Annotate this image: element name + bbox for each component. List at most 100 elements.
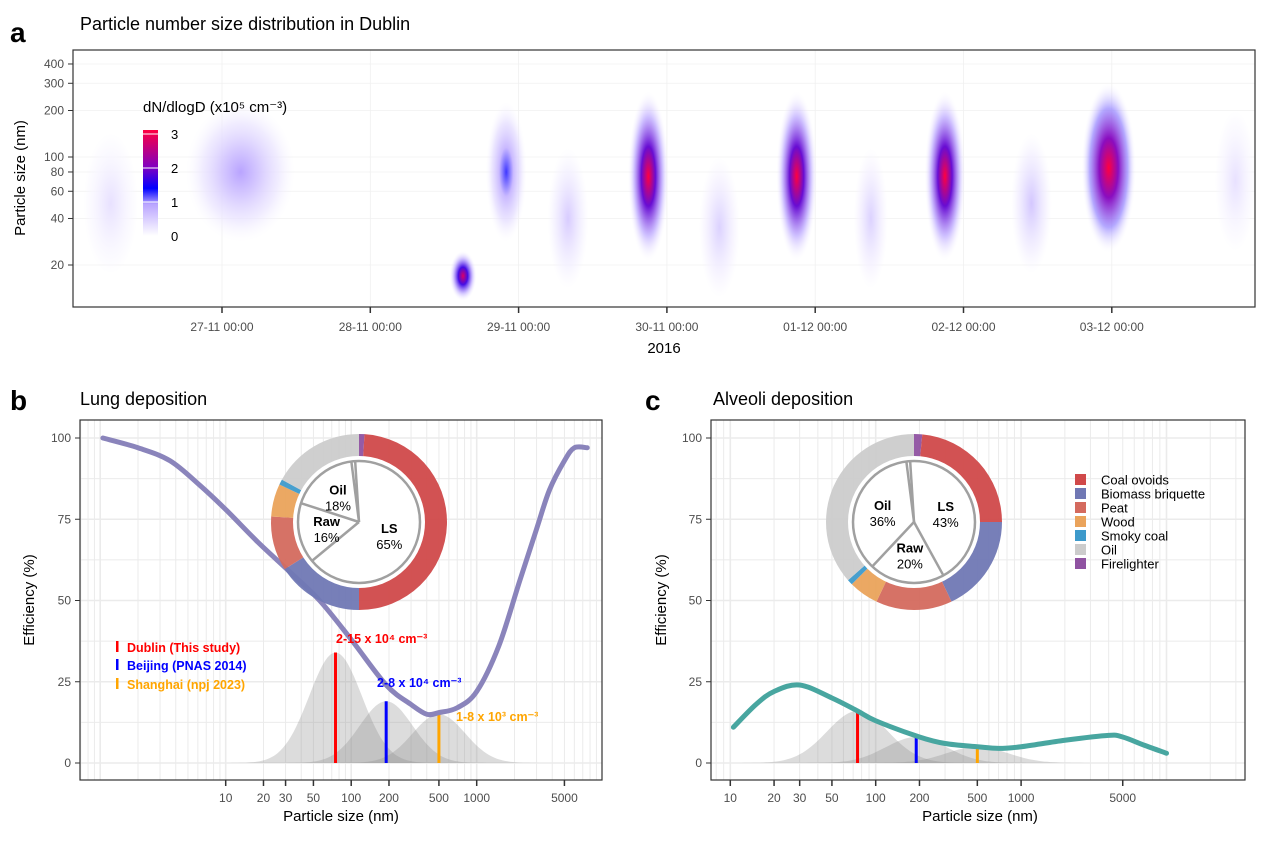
x-tick-label: 200 — [909, 791, 929, 805]
y-tick-label: 300 — [44, 76, 64, 90]
legend-beijing: Beijing (PNAS 2014) — [127, 659, 246, 673]
y-tick-label: 60 — [51, 184, 65, 198]
inner-pie-percent: 65% — [376, 537, 402, 552]
colorbar-tick-label: 1 — [171, 195, 178, 210]
y-tick-label: 40 — [51, 211, 65, 225]
legend-label: Biomass briquette — [1101, 487, 1205, 502]
colorbar-legend: dN/dlogD (x10⁵ cm⁻³) 0 1 2 3 — [143, 99, 287, 244]
heatmap-event — [924, 91, 966, 262]
panel-b-y-title: Efficiency (%) — [21, 554, 38, 645]
inner-pie-divider — [905, 461, 916, 523]
inner-pie-divider — [311, 521, 360, 562]
inner-pie-percent: 20% — [897, 557, 923, 572]
city-legend: Dublin (This study) Beijing (PNAS 2014) … — [116, 641, 246, 692]
legend-swatch-firelighter — [1075, 558, 1086, 569]
y-tick-label: 25 — [689, 675, 703, 689]
donut-slice-smoky-coal — [847, 564, 869, 585]
panel-c-axes: 0 25 50 75 100 10 20 30 50 100 200 500 1000 5000 — [682, 431, 1136, 805]
annotation-dublin: 2-15 x 10⁴ cm⁻³ — [336, 632, 427, 646]
y-tick-label: 50 — [58, 594, 72, 608]
donut-slice-firelighter — [914, 434, 923, 458]
x-tick-label: 30 — [279, 791, 293, 805]
legend-shanghai: Shanghai (npj 2023) — [127, 678, 245, 692]
legend-label: Coal ovoids — [1101, 473, 1169, 488]
x-tick-label: 50 — [307, 791, 321, 805]
donut-slice-coal-ovoids — [359, 434, 448, 610]
donut-slice-biomass-briquette — [284, 556, 359, 610]
inner-pie-label: Raw — [313, 514, 341, 529]
y-tick-label: 100 — [682, 431, 702, 445]
x-tick-label: 10 — [219, 791, 233, 805]
y-tick-label: 80 — [51, 165, 65, 179]
legend-label: Smoky coal — [1101, 529, 1168, 544]
panel-a-x-title: 2016 — [647, 340, 680, 357]
inner-pie-divider — [300, 501, 360, 524]
legend-swatch-peat — [1075, 502, 1086, 513]
y-tick-label: 100 — [44, 150, 64, 164]
x-tick-label: 1000 — [463, 791, 490, 805]
inner-pie-percent: 18% — [325, 499, 351, 514]
legend-swatch-smoky-coal — [1075, 530, 1086, 541]
inner-pie-divider — [912, 521, 945, 577]
donut-slice-peat — [876, 580, 952, 610]
x-tick-label: 27-11 00:00 — [190, 320, 253, 334]
x-tick-label: 5000 — [1109, 791, 1136, 805]
panel-b-title: Lung deposition — [80, 389, 207, 409]
legend-label: Peat — [1101, 501, 1128, 516]
colorbar-tick-label: 3 — [171, 127, 178, 142]
panel-a-title: Particle number size distribution in Dub… — [80, 14, 410, 34]
y-tick-label: 50 — [689, 594, 703, 608]
heatmap-event — [547, 148, 589, 289]
panel-c-x-title: Particle size (nm) — [922, 808, 1038, 825]
y-tick-label: 400 — [44, 57, 64, 71]
panel-b-plot — [100, 435, 590, 763]
beijing-marker — [116, 659, 119, 670]
heatmap-event — [1011, 133, 1052, 274]
panel-b-grid — [80, 420, 602, 780]
panel-c-title: Alveoli deposition — [713, 389, 853, 409]
x-tick-label: 50 — [825, 791, 839, 805]
donut-slice-firelighter — [359, 434, 365, 458]
colorbar — [143, 130, 158, 236]
panel-label-a: a — [10, 17, 26, 48]
x-tick-label: 500 — [429, 791, 449, 805]
heatmap-event — [1214, 110, 1255, 251]
heatmap-event — [1081, 82, 1136, 253]
legend-dublin: Dublin (This study) — [127, 641, 240, 655]
legend-label: Wood — [1101, 515, 1135, 530]
x-tick-label: 30 — [793, 791, 807, 805]
x-tick-label: 03-12 00:00 — [1080, 320, 1144, 334]
inner-pie-label: Oil — [329, 483, 346, 498]
donut-slice-biomass-briquette — [941, 522, 1002, 602]
x-tick-label: 28-11 00:00 — [339, 320, 402, 334]
donut-slice-coal-ovoids — [920, 434, 1002, 522]
x-tick-label: 5000 — [551, 791, 578, 805]
donut-slice-smoky-coal — [279, 479, 303, 495]
legend-label: Firelighter — [1101, 557, 1159, 572]
x-tick-label: 1000 — [1008, 791, 1035, 805]
y-tick-label: 20 — [51, 258, 65, 272]
x-tick-label: 100 — [866, 791, 886, 805]
panel-a-frame — [72, 49, 1256, 308]
colorbar-title: dN/dlogD (x10⁵ cm⁻³) — [143, 99, 287, 116]
y-tick-label: 200 — [44, 103, 64, 117]
y-tick-label: 0 — [695, 756, 702, 770]
inner-pie-label: LS — [381, 521, 398, 536]
inner-pie-divider — [350, 461, 361, 523]
x-tick-label: 29-11 00:00 — [487, 320, 550, 334]
inner-pie-divider — [871, 521, 915, 568]
heatmap-event — [699, 157, 740, 298]
panel-c-grid — [711, 420, 1245, 780]
panel-b-axes: 0 25 50 75 100 10 20 30 50 100 200 500 1000 5000 — [51, 431, 578, 805]
y-tick-label: 75 — [689, 512, 703, 526]
x-tick-label: 01-12 00:00 — [783, 320, 847, 334]
x-tick-label: 30-11 00:00 — [635, 320, 698, 334]
colorbar-tick-label: 2 — [171, 161, 178, 176]
panel-label-c: c — [645, 385, 661, 416]
inner-pie-percent: 16% — [314, 530, 340, 545]
legend-swatch-wood — [1075, 516, 1086, 527]
